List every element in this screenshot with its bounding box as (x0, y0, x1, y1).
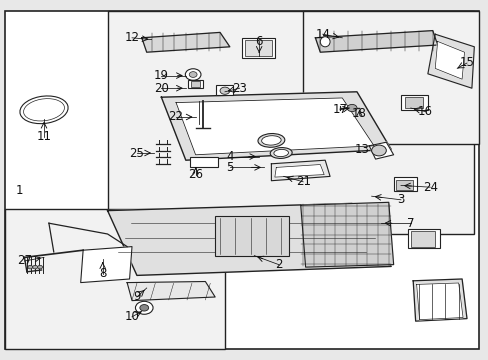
Polygon shape (300, 202, 393, 267)
Bar (107, 11, 473, 234)
Circle shape (38, 265, 42, 269)
Circle shape (371, 145, 386, 156)
Bar (188, 80, 203, 88)
Bar (190, 81, 200, 87)
Bar (407, 229, 439, 248)
Text: 18: 18 (351, 107, 366, 120)
Bar (404, 97, 423, 108)
Text: 20: 20 (154, 82, 168, 95)
Ellipse shape (320, 37, 329, 47)
Bar (215, 216, 288, 256)
Ellipse shape (20, 96, 68, 123)
Polygon shape (81, 247, 132, 283)
Circle shape (346, 104, 356, 112)
Polygon shape (416, 283, 462, 320)
Circle shape (33, 265, 38, 269)
Text: 26: 26 (188, 168, 203, 181)
Text: 3: 3 (396, 193, 404, 206)
Bar (410, 231, 434, 247)
Circle shape (185, 69, 201, 80)
Bar (5, 209, 224, 349)
Text: 17: 17 (332, 103, 346, 116)
Text: 7: 7 (406, 217, 414, 230)
Text: 16: 16 (417, 105, 432, 118)
Text: 27: 27 (17, 255, 32, 267)
Polygon shape (412, 279, 466, 321)
Circle shape (189, 72, 197, 77)
Polygon shape (161, 92, 390, 160)
Text: 23: 23 (232, 82, 246, 95)
Text: 24: 24 (422, 181, 437, 194)
Polygon shape (176, 98, 373, 155)
Polygon shape (127, 282, 215, 301)
Text: 12: 12 (124, 31, 139, 44)
Text: 15: 15 (459, 57, 473, 69)
Text: 13: 13 (354, 143, 368, 156)
Text: 22: 22 (168, 111, 183, 123)
Bar (303, 11, 478, 144)
Text: 9: 9 (133, 291, 141, 303)
Bar (395, 180, 412, 190)
Text: 8: 8 (99, 267, 106, 280)
Circle shape (135, 301, 153, 314)
Circle shape (140, 305, 148, 311)
Text: 5: 5 (225, 161, 233, 174)
Text: 1: 1 (16, 184, 23, 197)
Text: 4: 4 (225, 150, 233, 163)
Polygon shape (271, 160, 329, 181)
Ellipse shape (273, 149, 288, 157)
Text: 6: 6 (255, 35, 263, 48)
Text: 14: 14 (315, 28, 329, 41)
Bar (189, 157, 218, 167)
Text: 2: 2 (274, 258, 282, 271)
Bar (216, 85, 233, 95)
Polygon shape (107, 203, 390, 275)
Ellipse shape (270, 148, 291, 158)
Text: 11: 11 (37, 130, 51, 143)
Text: 10: 10 (124, 310, 139, 323)
Polygon shape (142, 32, 229, 52)
Bar (400, 95, 427, 110)
Text: 25: 25 (129, 147, 144, 159)
Polygon shape (274, 165, 324, 177)
Ellipse shape (23, 99, 64, 121)
Ellipse shape (261, 136, 281, 145)
Polygon shape (315, 31, 437, 52)
Text: 21: 21 (295, 175, 310, 188)
Ellipse shape (258, 134, 284, 147)
Bar (242, 38, 275, 58)
Polygon shape (427, 34, 473, 88)
Text: 19: 19 (154, 69, 168, 82)
Circle shape (28, 265, 33, 269)
Polygon shape (368, 142, 393, 159)
Circle shape (220, 87, 229, 94)
Bar (393, 177, 416, 191)
Polygon shape (434, 41, 464, 79)
Bar (245, 40, 271, 56)
